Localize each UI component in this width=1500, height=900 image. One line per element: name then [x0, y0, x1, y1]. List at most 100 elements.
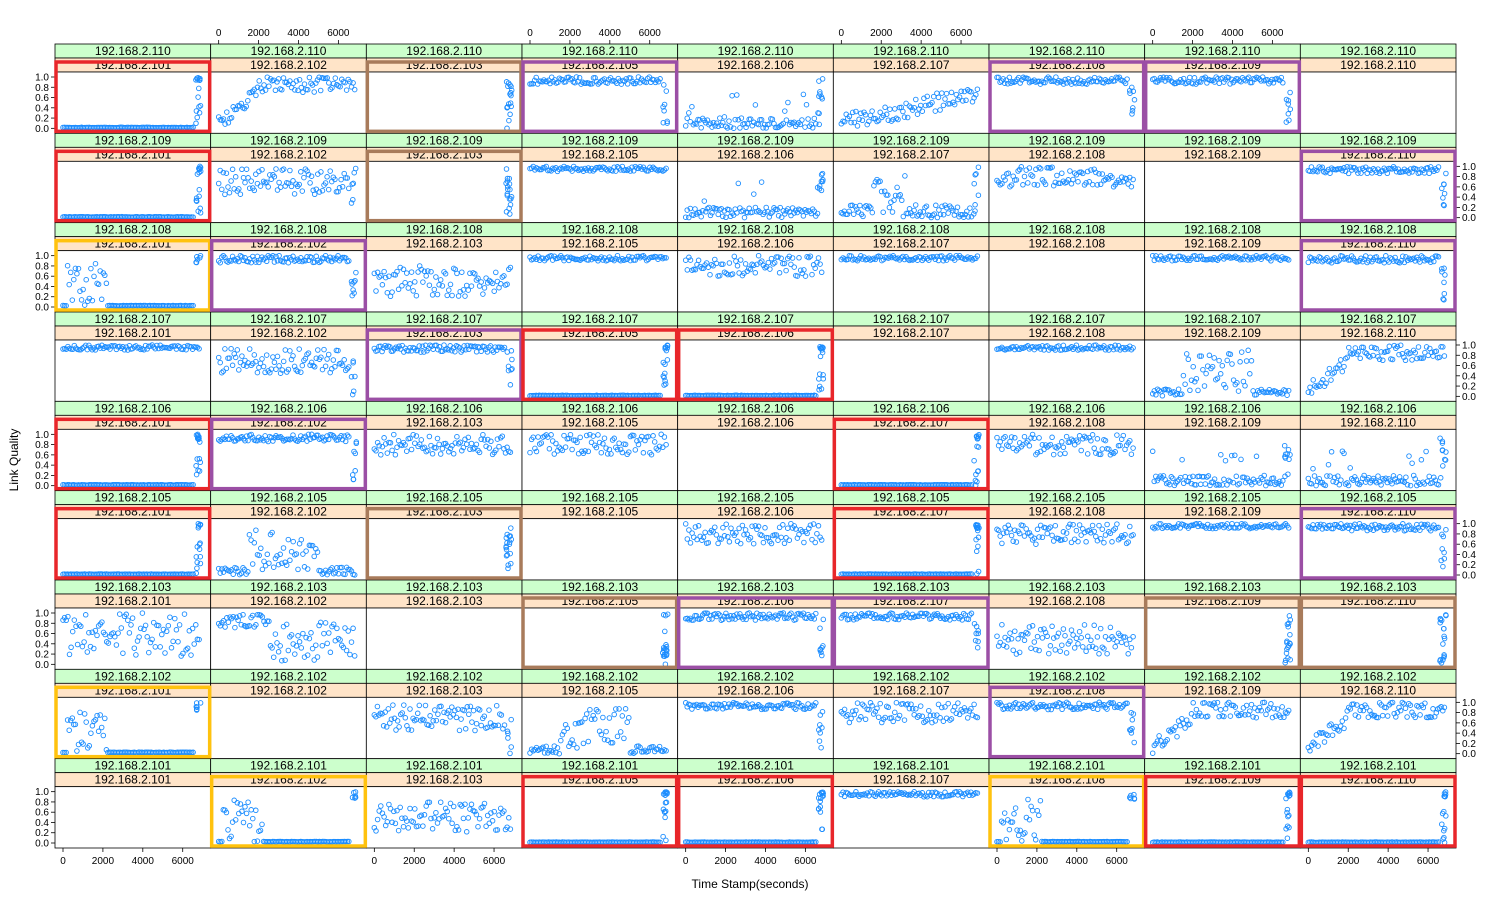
data-point [316, 189, 323, 195]
data-point [580, 168, 587, 174]
data-point [1131, 97, 1138, 103]
data-point [259, 166, 265, 173]
strip-top-label: 192.168.2.106 [94, 401, 171, 415]
data-point [243, 166, 250, 172]
data-point [298, 84, 305, 91]
data-point [816, 110, 822, 117]
y-tick-label: 1.0 [35, 73, 49, 84]
data-point [257, 183, 264, 189]
data-point [1077, 77, 1084, 84]
data-point [193, 195, 200, 201]
data-point [1020, 182, 1026, 188]
data-point [888, 118, 895, 124]
strip-bottom-label: 192.168.2.105 [561, 58, 638, 72]
strip-top-label: 192.168.2.107 [1184, 312, 1261, 326]
data-point [317, 87, 324, 94]
data-point [883, 111, 890, 118]
data-point [906, 103, 913, 109]
data-point [196, 169, 202, 176]
data-point [237, 191, 244, 197]
data-point [504, 191, 511, 197]
data-point [892, 106, 898, 112]
strip-top-label: 192.168.2.105 [406, 491, 483, 505]
data-point [937, 211, 944, 218]
data-point [313, 80, 319, 86]
strip-bottom-label: 192.168.2.109 [1184, 58, 1261, 72]
data-point [197, 76, 203, 82]
data-point [974, 86, 981, 92]
data-point [219, 186, 225, 193]
strip-top-label: 192.168.2.106 [873, 401, 950, 415]
data-point [342, 79, 348, 86]
data-point [698, 213, 704, 220]
data-point [1197, 79, 1204, 85]
x-tick-label: 0 [839, 28, 845, 39]
strip-top-label: 192.168.2.103 [94, 580, 171, 594]
data-point [682, 214, 689, 220]
y-tick-label: 1.0 [1462, 519, 1476, 530]
data-point [314, 77, 321, 83]
data-point [1028, 172, 1034, 178]
strip-bottom-label: 192.168.2.102 [250, 58, 327, 72]
data-point [245, 175, 251, 181]
data-point [712, 123, 718, 129]
strip-top-label: 192.168.2.108 [1028, 223, 1105, 237]
strip-top-label: 192.168.2.106 [1184, 401, 1261, 415]
strip-top-label: 192.168.2.109 [873, 133, 950, 147]
data-point [854, 123, 861, 129]
y-tick-label: 0.0 [35, 481, 49, 492]
data-point [791, 210, 797, 216]
data-point [508, 92, 514, 99]
data-point [279, 87, 285, 93]
data-point [306, 74, 313, 81]
data-point [880, 209, 886, 215]
x-tick-label: 6000 [639, 28, 662, 39]
data-point [758, 117, 765, 123]
data-point [301, 174, 307, 181]
data-point [1034, 182, 1041, 188]
panel [832, 428, 990, 492]
data-point [737, 125, 743, 131]
strip-bottom-label: 192.168.2.102 [250, 237, 327, 251]
data-point [219, 117, 225, 123]
data-point [1166, 75, 1173, 81]
data-point [972, 202, 978, 208]
strip-bottom-label: 192.168.2.110 [1340, 58, 1416, 72]
data-point [971, 95, 977, 101]
strip-bottom-label: 192.168.2.108 [1028, 594, 1105, 608]
data-point [914, 111, 921, 117]
strip-top-label: 192.168.2.110 [562, 44, 638, 58]
strip-top-label: 192.168.2.103 [406, 580, 483, 594]
strip-top-label: 192.168.2.103 [873, 580, 950, 594]
strip-bottom-label: 192.168.2.108 [1028, 147, 1105, 161]
strip-bottom-label: 192.168.2.103 [406, 147, 483, 161]
data-point [856, 116, 862, 123]
strip-top-label: 192.168.2.105 [1028, 491, 1105, 505]
data-point [1151, 75, 1157, 82]
panel [832, 71, 990, 134]
data-point [1015, 168, 1021, 174]
data-point [272, 87, 279, 94]
data-point [809, 125, 816, 131]
data-point [999, 180, 1005, 187]
data-point [1287, 106, 1294, 112]
data-point [1062, 76, 1068, 83]
data-point [349, 181, 355, 187]
data-point [965, 214, 972, 220]
data-point [1002, 177, 1008, 183]
strip-top-label: 192.168.2.107 [94, 312, 171, 326]
data-point [1080, 170, 1086, 177]
data-point [819, 170, 826, 177]
data-point [1129, 111, 1135, 117]
x-tick-label: 2000 [247, 28, 270, 39]
data-point [506, 205, 512, 212]
data-point [853, 108, 859, 115]
panel [521, 518, 679, 581]
y-tick-label: 0.8 [1462, 172, 1476, 183]
data-point [956, 94, 963, 100]
strip-top-label: 192.168.2.103 [250, 580, 327, 594]
data-point [869, 108, 875, 114]
data-point [661, 167, 668, 173]
data-point [1025, 180, 1031, 186]
data-point [811, 115, 818, 122]
